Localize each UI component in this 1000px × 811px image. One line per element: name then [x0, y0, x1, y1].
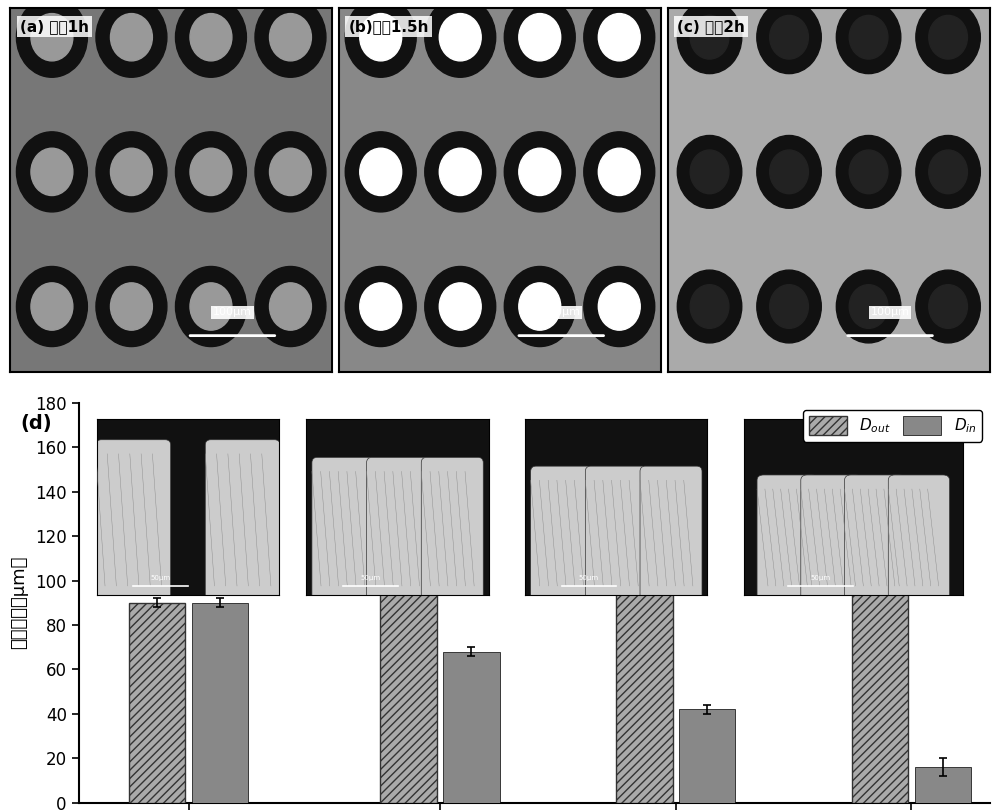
Text: (b)电镗1.5h: (b)电镗1.5h [348, 19, 429, 34]
Circle shape [345, 267, 416, 346]
Circle shape [175, 267, 246, 346]
Circle shape [345, 0, 416, 77]
Circle shape [929, 285, 967, 328]
Circle shape [439, 148, 481, 195]
Circle shape [110, 14, 152, 61]
Circle shape [504, 132, 575, 212]
Circle shape [690, 150, 729, 194]
Circle shape [110, 283, 152, 330]
Circle shape [770, 150, 808, 194]
Circle shape [916, 135, 980, 208]
Circle shape [916, 270, 980, 343]
Circle shape [270, 148, 311, 195]
Circle shape [929, 150, 967, 194]
Circle shape [360, 14, 402, 61]
Text: 100μm: 100μm [213, 307, 252, 317]
Circle shape [757, 270, 821, 343]
Circle shape [690, 15, 729, 59]
Circle shape [598, 14, 640, 61]
Circle shape [345, 132, 416, 212]
Circle shape [519, 148, 561, 195]
Circle shape [598, 148, 640, 195]
Bar [443, 652, 500, 803]
Bar [192, 603, 248, 803]
Bar [915, 767, 971, 803]
Bar [852, 587, 908, 803]
Circle shape [519, 283, 561, 330]
Circle shape [425, 267, 496, 346]
Legend: $D_{out}$, $D_{in}$: $D_{out}$, $D_{in}$ [803, 410, 982, 441]
Circle shape [16, 267, 87, 346]
Circle shape [598, 283, 640, 330]
Circle shape [757, 1, 821, 74]
Circle shape [175, 0, 246, 77]
Circle shape [190, 14, 232, 61]
Circle shape [439, 14, 481, 61]
Circle shape [96, 267, 167, 346]
Circle shape [110, 148, 152, 195]
Circle shape [519, 14, 561, 61]
Circle shape [770, 15, 808, 59]
Circle shape [31, 14, 73, 61]
Circle shape [255, 132, 326, 212]
Y-axis label: 特征孔径（μm）: 特征孔径（μm） [10, 556, 28, 650]
Bar [129, 603, 185, 803]
Text: (c) 电镗2h: (c) 电镗2h [677, 19, 745, 34]
Circle shape [16, 132, 87, 212]
Circle shape [270, 14, 311, 61]
Circle shape [360, 148, 402, 195]
Text: 100μm: 100μm [871, 307, 910, 317]
Circle shape [836, 270, 901, 343]
Circle shape [584, 267, 655, 346]
Circle shape [849, 150, 888, 194]
Circle shape [96, 0, 167, 77]
Text: (a) 电镗1h: (a) 电镗1h [20, 19, 89, 34]
Circle shape [360, 283, 402, 330]
Circle shape [425, 132, 496, 212]
Circle shape [504, 267, 575, 346]
Bar [679, 710, 735, 803]
Circle shape [849, 15, 888, 59]
Circle shape [439, 283, 481, 330]
Circle shape [836, 135, 901, 208]
Circle shape [677, 1, 742, 74]
Text: (d): (d) [20, 414, 52, 432]
Circle shape [770, 285, 808, 328]
Circle shape [425, 0, 496, 77]
Circle shape [584, 132, 655, 212]
Circle shape [929, 15, 967, 59]
Circle shape [677, 270, 742, 343]
Circle shape [190, 283, 232, 330]
Circle shape [31, 283, 73, 330]
Bar [380, 581, 437, 803]
Circle shape [916, 1, 980, 74]
Text: 100μm: 100μm [542, 307, 581, 317]
Circle shape [96, 132, 167, 212]
Circle shape [255, 267, 326, 346]
Circle shape [584, 0, 655, 77]
Circle shape [690, 285, 729, 328]
Bar [616, 581, 673, 803]
Circle shape [31, 148, 73, 195]
Circle shape [270, 283, 311, 330]
Circle shape [504, 0, 575, 77]
Circle shape [836, 1, 901, 74]
Circle shape [677, 135, 742, 208]
Circle shape [255, 0, 326, 77]
Circle shape [849, 285, 888, 328]
Circle shape [16, 0, 87, 77]
Circle shape [757, 135, 821, 208]
Circle shape [175, 132, 246, 212]
Circle shape [190, 148, 232, 195]
